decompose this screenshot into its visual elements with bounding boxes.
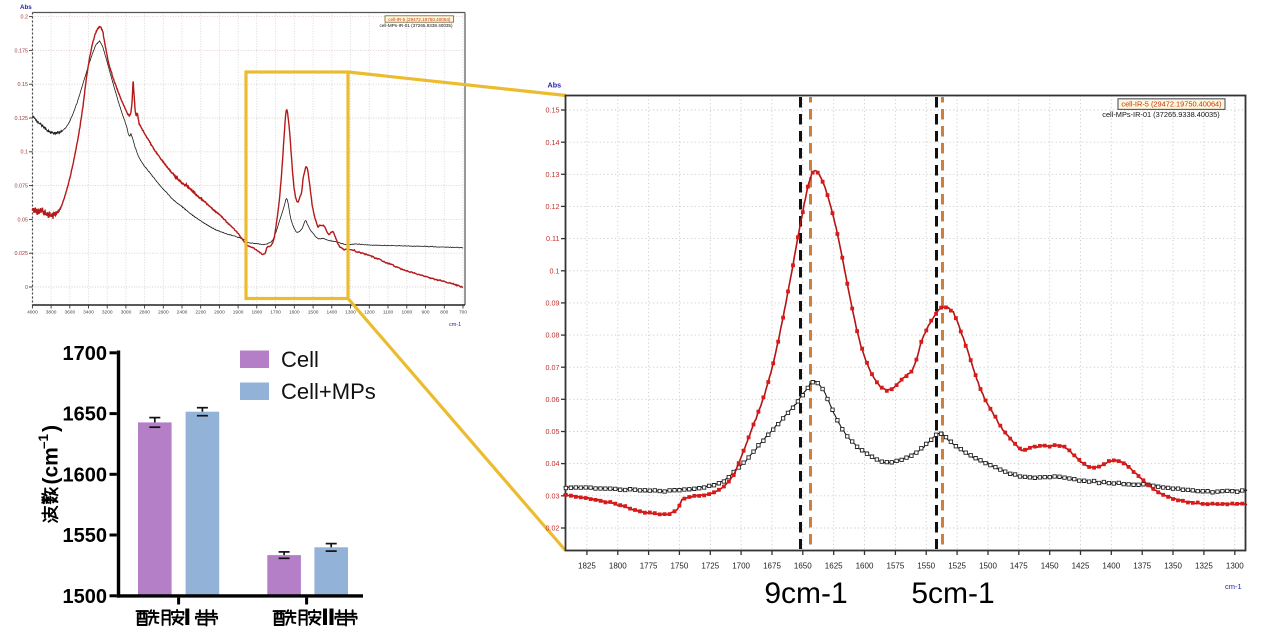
svg-text:3200: 3200: [102, 310, 113, 316]
svg-text:2400: 2400: [177, 310, 188, 316]
svg-text:1300: 1300: [345, 310, 356, 316]
svg-text:Cell+MPs: Cell+MPs: [281, 379, 376, 404]
svg-text:0.13: 0.13: [546, 170, 560, 179]
svg-text:–1: –1: [36, 433, 51, 449]
svg-text:1550: 1550: [917, 562, 935, 571]
svg-text:4000: 4000: [27, 310, 38, 316]
svg-text:1725: 1725: [701, 562, 719, 571]
svg-text:5cm-1: 5cm-1: [911, 577, 994, 610]
svg-text:2600: 2600: [158, 310, 169, 316]
svg-text:Abs: Abs: [548, 81, 562, 90]
svg-text:900: 900: [421, 310, 429, 316]
svg-text:9cm-1: 9cm-1: [764, 577, 847, 610]
svg-text:1700: 1700: [732, 562, 750, 571]
svg-text:0.075: 0.075: [15, 184, 29, 190]
svg-text:1425: 1425: [1072, 562, 1090, 571]
svg-text:cell-MPs-IR-01 (37265.9338.400: cell-MPs-IR-01 (37265.9338.40035): [1102, 110, 1220, 119]
svg-text:3400: 3400: [83, 310, 94, 316]
svg-text:1700: 1700: [63, 343, 108, 365]
svg-text:1325: 1325: [1195, 562, 1213, 571]
svg-text:2200: 2200: [195, 310, 206, 316]
svg-text:1800: 1800: [609, 562, 627, 571]
svg-text:1500: 1500: [63, 586, 108, 608]
svg-text:0.175: 0.175: [15, 48, 29, 54]
svg-text:1800: 1800: [251, 310, 262, 316]
svg-text:1625: 1625: [825, 562, 843, 571]
svg-text:0.04: 0.04: [546, 459, 560, 468]
svg-text:1575: 1575: [887, 562, 905, 571]
svg-text:): ): [40, 425, 63, 432]
svg-text:(cm: (cm: [40, 447, 63, 484]
svg-text:3600: 3600: [64, 310, 75, 316]
svg-text:0.1: 0.1: [21, 150, 29, 156]
svg-text:0.08: 0.08: [546, 331, 560, 340]
svg-text:1600: 1600: [63, 464, 108, 486]
svg-text:1400: 1400: [1102, 562, 1120, 571]
svg-text:0.14: 0.14: [546, 138, 560, 147]
svg-text:700: 700: [459, 310, 467, 316]
svg-text:1775: 1775: [640, 562, 658, 571]
svg-text:0.15: 0.15: [18, 82, 29, 88]
svg-text:0.07: 0.07: [546, 363, 560, 372]
svg-text:1500: 1500: [308, 310, 319, 316]
svg-text:cm-1: cm-1: [1225, 582, 1242, 591]
svg-text:1000: 1000: [401, 310, 412, 316]
svg-text:1675: 1675: [763, 562, 781, 571]
svg-text:0.125: 0.125: [15, 116, 29, 122]
svg-text:1600: 1600: [856, 562, 874, 571]
svg-text:cm-1: cm-1: [449, 322, 461, 328]
svg-text:0: 0: [25, 285, 28, 291]
svg-text:1650: 1650: [63, 404, 108, 426]
svg-text:1375: 1375: [1133, 562, 1151, 571]
svg-text:3000: 3000: [121, 310, 132, 316]
svg-text:cell-IR-5 (29472.19750.40064): cell-IR-5 (29472.19750.40064): [1121, 100, 1221, 109]
svg-text:2800: 2800: [139, 310, 150, 316]
svg-text:1550: 1550: [63, 525, 108, 547]
svg-text:1450: 1450: [1041, 562, 1059, 571]
svg-text:2000: 2000: [214, 310, 225, 316]
svg-text:0.2: 0.2: [21, 15, 29, 21]
svg-text:0.025: 0.025: [15, 251, 29, 257]
svg-text:0.09: 0.09: [546, 299, 560, 308]
svg-text:0.15: 0.15: [546, 106, 560, 115]
svg-text:1600: 1600: [289, 310, 300, 316]
svg-text:1500: 1500: [979, 562, 997, 571]
svg-text:0.03: 0.03: [546, 491, 560, 500]
svg-text:0.05: 0.05: [18, 217, 29, 223]
svg-text:0.05: 0.05: [546, 427, 560, 436]
svg-text:Cell: Cell: [281, 347, 319, 372]
svg-text:800: 800: [440, 310, 448, 316]
svg-text:1100: 1100: [383, 310, 394, 316]
svg-text:1650: 1650: [794, 562, 812, 571]
svg-text:1300: 1300: [1226, 562, 1244, 571]
svg-text:1350: 1350: [1164, 562, 1182, 571]
svg-text:cell-MPs-IR-01 (37265.9338.400: cell-MPs-IR-01 (37265.9338.40035): [379, 23, 452, 28]
svg-text:0.06: 0.06: [546, 395, 560, 404]
svg-text:1825: 1825: [578, 562, 596, 571]
svg-text:1525: 1525: [948, 562, 966, 571]
svg-text:1900: 1900: [233, 310, 244, 316]
svg-text:cell-IR-5 (29472.19750.40064): cell-IR-5 (29472.19750.40064): [388, 17, 451, 22]
svg-text:1750: 1750: [671, 562, 689, 571]
svg-text:0.1: 0.1: [550, 266, 560, 275]
svg-text:0.12: 0.12: [546, 202, 560, 211]
svg-text:1475: 1475: [1010, 562, 1028, 571]
svg-text:1400: 1400: [326, 310, 337, 316]
svg-text:Abs: Abs: [20, 4, 32, 11]
svg-text:0.11: 0.11: [546, 234, 559, 243]
svg-text:1200: 1200: [364, 310, 375, 316]
svg-text:1700: 1700: [270, 310, 281, 316]
svg-text:3800: 3800: [46, 310, 57, 316]
svg-text:0.02: 0.02: [546, 524, 560, 533]
